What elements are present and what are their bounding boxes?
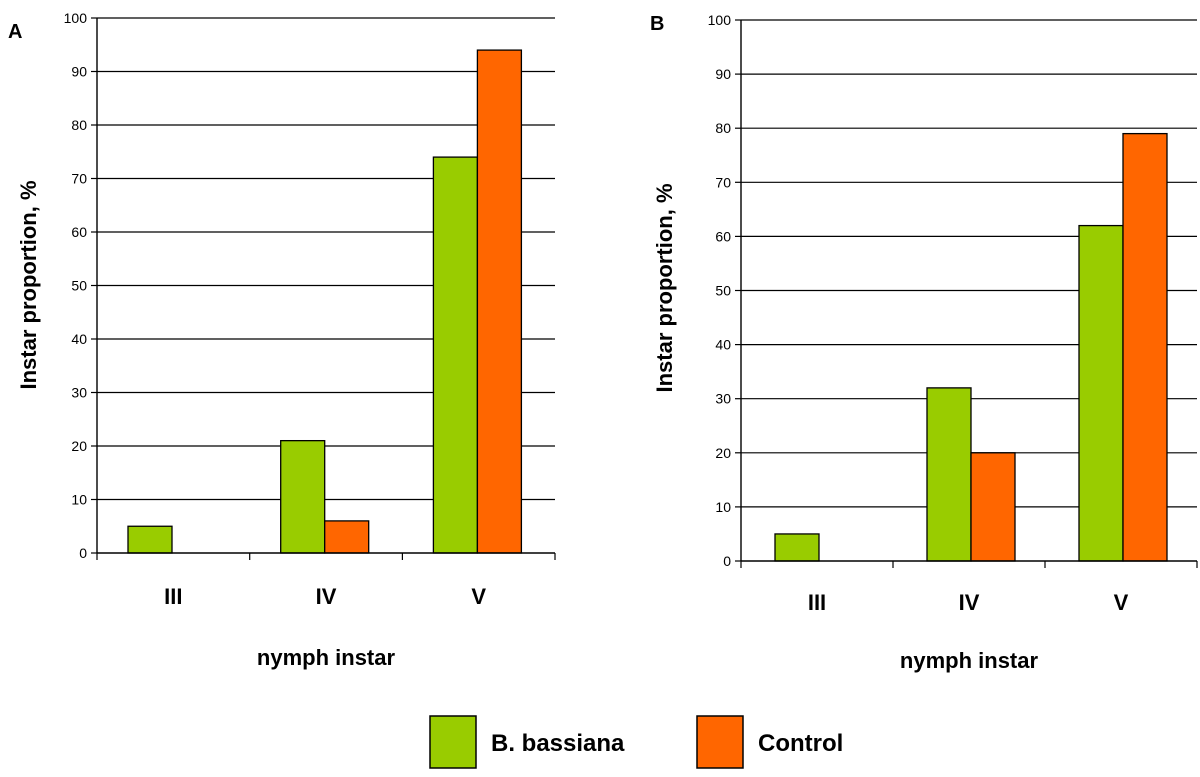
y-tick-label: 0 bbox=[723, 553, 731, 569]
legend: B. bassiana Control bbox=[429, 715, 843, 769]
bar-control-iv bbox=[970, 452, 1016, 562]
y-axis-title: Instar proportion, % bbox=[16, 181, 41, 390]
bar-b-bassiana-iv bbox=[926, 387, 972, 562]
legend-label: B. bassiana bbox=[491, 730, 625, 757]
legend-swatch-control bbox=[696, 715, 744, 769]
y-tick-label: 100 bbox=[708, 12, 732, 28]
bar-control-v bbox=[1122, 132, 1168, 562]
y-tick-label: 100 bbox=[64, 10, 88, 26]
y-tick-label: 80 bbox=[71, 117, 87, 133]
bar-b-bassiana-iii bbox=[774, 533, 820, 562]
y-tick-label: 40 bbox=[715, 337, 731, 353]
y-tick-label: 10 bbox=[715, 499, 731, 515]
x-tick-label: IV bbox=[316, 584, 337, 609]
x-tick-label: V bbox=[471, 584, 486, 609]
bar-b-bassiana-v bbox=[432, 156, 479, 554]
bar-control-v bbox=[476, 49, 523, 554]
y-tick-label: 60 bbox=[71, 224, 87, 240]
bar-b-bassiana-iv bbox=[280, 439, 326, 554]
x-tick-label: III bbox=[164, 584, 182, 609]
x-tick-label: V bbox=[1114, 590, 1129, 615]
panel-label: B bbox=[650, 13, 664, 35]
y-tick-label: 30 bbox=[71, 385, 87, 401]
legend-label: Control bbox=[758, 730, 843, 757]
x-tick-label: IV bbox=[959, 590, 980, 615]
y-tick-label: 20 bbox=[71, 438, 87, 454]
y-tick-label: 50 bbox=[71, 278, 87, 294]
x-axis-title: nymph instar bbox=[257, 645, 396, 670]
y-tick-label: 90 bbox=[71, 64, 87, 80]
x-tick-label: III bbox=[808, 590, 826, 615]
bar-control-iv bbox=[324, 520, 370, 554]
bar-b-bassiana-v bbox=[1078, 224, 1124, 562]
y-tick-label: 0 bbox=[79, 545, 87, 561]
panel-label: A bbox=[8, 21, 22, 43]
y-tick-label: 20 bbox=[715, 445, 731, 461]
y-tick-label: 50 bbox=[715, 283, 731, 299]
y-tick-label: 30 bbox=[715, 391, 731, 407]
y-tick-label: 60 bbox=[715, 228, 731, 244]
x-axis-title: nymph instar bbox=[900, 648, 1039, 673]
legend-swatch-b-bassiana bbox=[429, 715, 477, 769]
y-tick-label: 70 bbox=[715, 174, 731, 190]
y-tick-label: 80 bbox=[715, 120, 731, 136]
y-tick-label: 90 bbox=[715, 66, 731, 82]
y-tick-label: 40 bbox=[71, 331, 87, 347]
y-tick-label: 10 bbox=[71, 492, 87, 508]
bar-b-bassiana-iii bbox=[127, 525, 173, 554]
y-axis-title: Instar proportion, % bbox=[652, 184, 677, 393]
y-tick-label: 70 bbox=[71, 171, 87, 187]
